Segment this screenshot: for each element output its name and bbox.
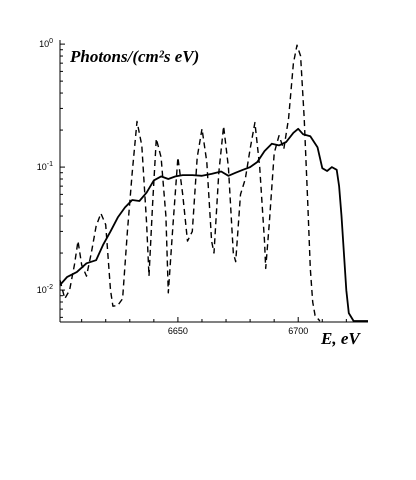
solid-series-line	[59, 127, 368, 322]
y-axis-title: Photons/(cm²s eV)	[69, 47, 199, 66]
y-tick-label: 10-2	[37, 284, 53, 295]
x-axis-title: E, eV	[320, 329, 361, 348]
y-tick-label: 100	[39, 38, 53, 49]
dashed-series-line	[59, 44, 321, 322]
y-tick-label: 10-1	[37, 161, 53, 172]
plot-area: 6650 6700 10-2 10-1 100	[37, 38, 368, 336]
x-tick-label: 6650	[168, 326, 188, 336]
x-tick-label: 6700	[288, 326, 308, 336]
